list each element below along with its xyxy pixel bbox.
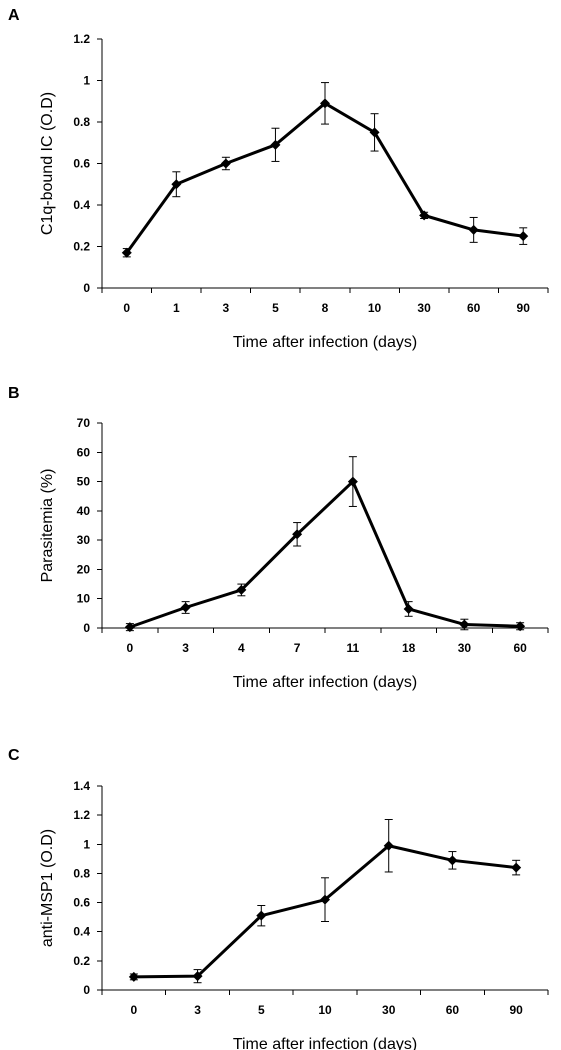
x-tick-label: 60 bbox=[513, 641, 527, 655]
x-tick-label: 90 bbox=[509, 1003, 523, 1017]
y-tick-label: 40 bbox=[77, 504, 91, 518]
y-tick-label: 50 bbox=[77, 475, 91, 489]
data-point-marker bbox=[270, 139, 281, 150]
x-tick-label: 4 bbox=[238, 641, 245, 655]
y-tick-label: 0.2 bbox=[73, 954, 90, 968]
y-tick-label: 20 bbox=[77, 562, 91, 576]
data-point-marker bbox=[236, 584, 247, 595]
data-point-marker bbox=[403, 603, 414, 614]
y-axis-title: anti-MSP1 (O.D) bbox=[39, 829, 56, 947]
data-point-marker bbox=[518, 231, 529, 242]
x-tick-label: 30 bbox=[458, 641, 472, 655]
x-axis-title: Time after infection (days) bbox=[233, 1036, 417, 1050]
x-tick-label: 30 bbox=[382, 1003, 396, 1017]
y-axis-title: Parasitemia (%) bbox=[39, 469, 56, 583]
x-tick-label: 30 bbox=[417, 301, 431, 315]
y-tick-label: 70 bbox=[77, 416, 91, 430]
panel-b: B 0 10 20 30 40 50 60 70 0 3 4 7 11 18 30 60 Time after i… bbox=[8, 385, 549, 691]
x-tick-label: 0 bbox=[127, 641, 134, 655]
data-point-marker bbox=[128, 971, 139, 982]
x-tick-label: 5 bbox=[258, 1003, 265, 1017]
y-tick-label: 1.4 bbox=[73, 779, 90, 793]
y-tick-label: 1.2 bbox=[73, 32, 90, 46]
y-tick-label: 30 bbox=[77, 533, 91, 547]
series-line bbox=[129, 480, 521, 629]
data-point-marker bbox=[511, 862, 522, 873]
data-point-marker bbox=[124, 622, 135, 633]
y-axis-title: C1q-bound IC (O.D) bbox=[39, 92, 56, 235]
y-tick-label: 0.8 bbox=[73, 866, 90, 880]
data-point-marker bbox=[383, 840, 394, 851]
y-tick-label: 1 bbox=[83, 837, 90, 851]
data-point-marker bbox=[419, 210, 430, 221]
data-point-marker bbox=[515, 621, 526, 632]
x-tick-label: 1 bbox=[173, 301, 180, 315]
data-point-marker bbox=[459, 619, 470, 630]
x-tick-label: 7 bbox=[294, 641, 301, 655]
y-tick-label: 0.2 bbox=[73, 240, 90, 254]
y-tick-label: 1 bbox=[83, 74, 90, 88]
x-tick-label: 10 bbox=[368, 301, 382, 315]
x-tick-label: 18 bbox=[402, 641, 416, 655]
panel-letter: C bbox=[8, 747, 20, 764]
data-point-marker bbox=[121, 247, 132, 258]
x-tick-label: 0 bbox=[131, 1003, 138, 1017]
x-tick-label: 3 bbox=[223, 301, 230, 315]
x-axis-title: Time after infection (days) bbox=[233, 674, 417, 691]
data-point-marker bbox=[447, 855, 458, 866]
y-tick-label: 1.2 bbox=[73, 808, 90, 822]
y-tick-label: 0 bbox=[83, 983, 90, 997]
x-axis-title: Time after infection (days) bbox=[233, 334, 417, 351]
data-point-marker bbox=[192, 971, 203, 982]
y-tick-label: 0.8 bbox=[73, 115, 90, 129]
panel-letter: A bbox=[8, 7, 20, 24]
y-tick-label: 0.4 bbox=[73, 198, 90, 212]
data-point-marker bbox=[220, 158, 231, 169]
y-tick-label: 0.6 bbox=[73, 157, 90, 171]
x-tick-label: 3 bbox=[182, 641, 189, 655]
data-point-marker bbox=[468, 224, 479, 235]
data-point-marker bbox=[171, 179, 182, 190]
data-point-marker bbox=[180, 602, 191, 613]
x-tick-label: 3 bbox=[194, 1003, 201, 1017]
y-tick-label: 0.6 bbox=[73, 896, 90, 910]
x-tick-label: 8 bbox=[322, 301, 329, 315]
data-point-marker bbox=[369, 127, 380, 138]
panel-c: C 0 0.2 0.4 0.6 0.8 1 1.2 1.4 0 3 5 10 30 60 90 Time aft… bbox=[8, 747, 549, 1050]
x-tick-label: 90 bbox=[517, 301, 531, 315]
y-tick-label: 0 bbox=[83, 621, 90, 635]
x-tick-label: 5 bbox=[272, 301, 279, 315]
x-tick-label: 60 bbox=[446, 1003, 460, 1017]
data-point-marker bbox=[347, 476, 358, 487]
panel-letter: B bbox=[8, 385, 20, 402]
data-point-marker bbox=[256, 910, 267, 921]
y-tick-label: 0.4 bbox=[73, 925, 90, 939]
data-point-marker bbox=[320, 894, 330, 905]
panel-a: A 0 0.2 0.4 0.6 0.8 1 1.2 0 1 3 5 8 10 30 60 90 Time afte… bbox=[8, 7, 549, 351]
y-tick-label: 10 bbox=[77, 592, 91, 606]
y-tick-label: 0 bbox=[83, 281, 90, 295]
x-tick-label: 0 bbox=[123, 301, 130, 315]
x-tick-label: 10 bbox=[318, 1003, 332, 1017]
series-line bbox=[125, 101, 524, 254]
data-point-marker bbox=[292, 529, 303, 540]
data-point-marker bbox=[320, 98, 330, 109]
x-tick-label: 11 bbox=[347, 641, 360, 655]
y-tick-label: 60 bbox=[77, 445, 91, 459]
x-tick-label: 60 bbox=[467, 301, 481, 315]
